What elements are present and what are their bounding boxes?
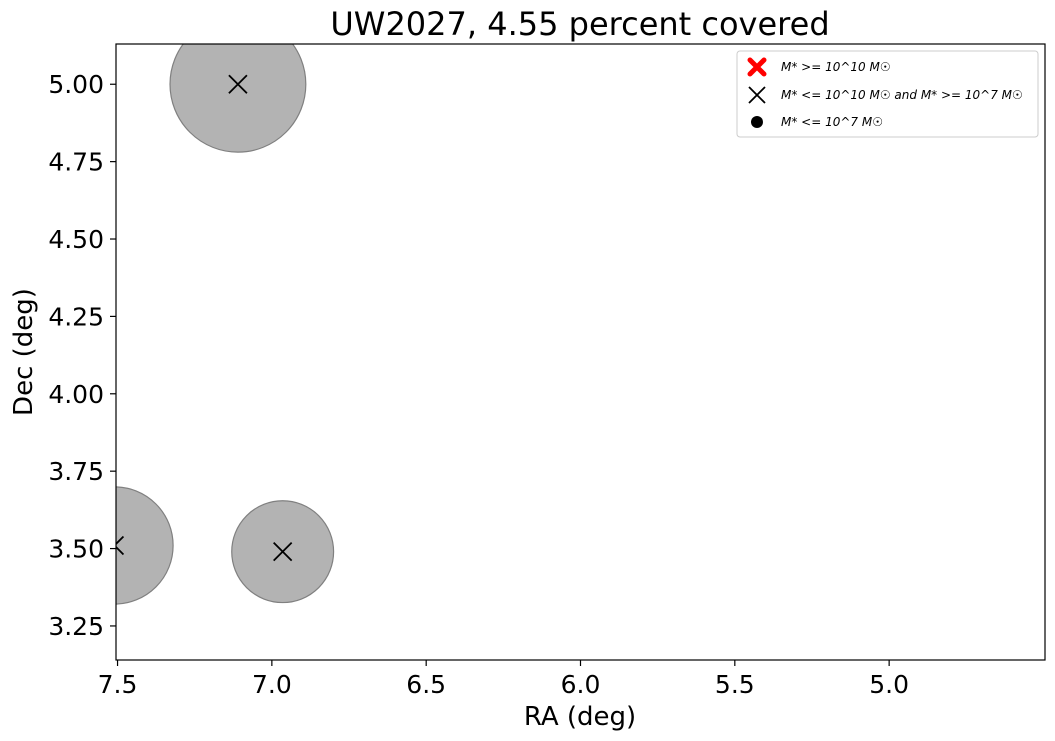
y-tick-label-1: 3.50 <box>48 535 104 564</box>
x-axis: 7.5 7.0 6.5 6.0 5.5 5.0 <box>98 660 909 699</box>
galaxy-marker-2 <box>273 542 293 562</box>
x-axis-label: RA (deg) <box>524 702 636 732</box>
y-tick-label-6: 4.75 <box>48 148 104 177</box>
plot-area <box>116 44 335 605</box>
y-tick-label-2: 3.75 <box>48 457 104 486</box>
coverage-circle-1 <box>116 486 174 605</box>
coverage-circle-0 <box>169 44 307 153</box>
y-axis: 3.25 3.50 3.75 4.00 4.25 4.50 4.75 5.00 <box>48 70 116 641</box>
galaxy-marker-0 <box>228 74 248 94</box>
legend: M* >= 10^10 M☉ M* <= 10^10 M☉ and M* >= 1… <box>736 50 1039 138</box>
legend-label-0: M* >= 10^10 M☉ <box>781 60 891 74</box>
chart-title: UW2027, 4.55 percent covered <box>330 5 829 43</box>
y-axis-label: Dec (deg) <box>9 288 39 416</box>
legend-label-1: M* <= 10^10 M☉ and M* >= 10^7 M☉ <box>781 88 1023 102</box>
x-tick-label-2: 6.5 <box>406 670 446 699</box>
legend-label-2: M* <= 10^7 M☉ <box>781 115 883 129</box>
x-tick-label-3: 6.0 <box>561 670 601 699</box>
x-tick-label-1: 7.0 <box>252 670 292 699</box>
x-tick-label-0: 7.5 <box>98 670 138 699</box>
legend-marker-2 <box>751 116 763 128</box>
y-tick-label-7: 5.00 <box>48 70 104 99</box>
legend-box <box>736 50 1039 138</box>
legend-marker-0 <box>747 57 767 77</box>
galaxy-marker-1 <box>116 535 125 556</box>
y-tick-label-5: 4.50 <box>48 225 104 254</box>
x-tick-label-5: 5.0 <box>869 670 909 699</box>
x-tick-label-4: 5.5 <box>715 670 755 699</box>
y-tick-label-3: 4.00 <box>48 380 104 409</box>
y-tick-label-4: 4.25 <box>48 302 104 331</box>
legend-marker-1 <box>748 86 766 104</box>
y-tick-label-0: 3.25 <box>48 612 104 641</box>
